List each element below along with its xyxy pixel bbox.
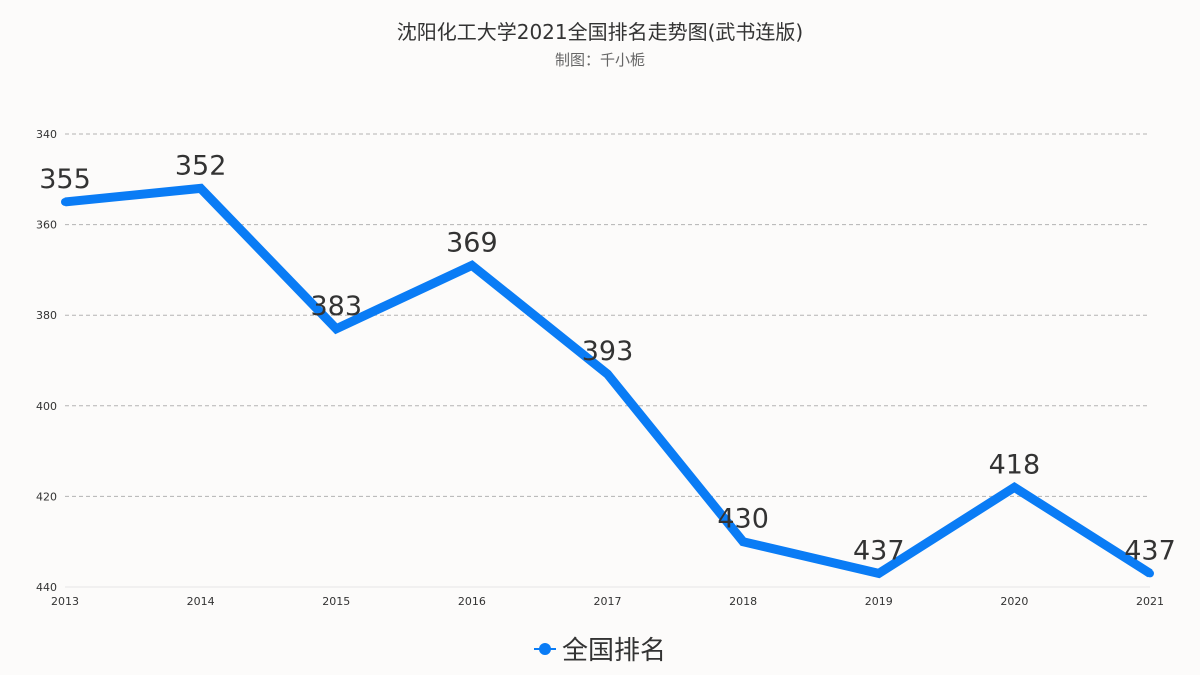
- data-label: 430: [717, 504, 769, 535]
- series: [61, 183, 1154, 579]
- x-tick-label: 2017: [594, 595, 622, 608]
- data-point: [61, 197, 69, 206]
- data-point: [603, 370, 612, 379]
- series-line: [64, 183, 1153, 579]
- data-label: 437: [853, 535, 905, 566]
- chart-subtitle: 制图：千小栀: [554, 51, 645, 69]
- data-point: [1010, 483, 1019, 492]
- y-tick-label: 400: [36, 400, 57, 413]
- grid-lines: [65, 133, 1150, 588]
- legend-marker-icon: [533, 642, 556, 656]
- data-point: [332, 324, 341, 333]
- data-point: [1146, 569, 1154, 578]
- chart-title: 沈阳化工大学2021全国排名走势图(武书连版): [396, 20, 804, 44]
- data-label: 437: [1124, 535, 1176, 566]
- data-label: 418: [989, 449, 1041, 480]
- legend[interactable]: 全国排名: [0, 630, 1200, 667]
- y-tick-label: 340: [36, 128, 57, 141]
- data-label: 352: [175, 150, 227, 181]
- x-tick-label: 2013: [51, 595, 79, 608]
- data-label: 393: [582, 336, 634, 367]
- legend-label: 全国排名: [561, 636, 666, 666]
- y-tick-label: 380: [36, 309, 57, 322]
- x-tick-label: 2018: [729, 595, 757, 608]
- x-tick-label: 2014: [187, 595, 215, 608]
- y-tick-label: 440: [36, 581, 57, 594]
- data-point: [874, 569, 883, 578]
- x-tick-label: 2019: [865, 595, 893, 608]
- data-point: [467, 261, 476, 270]
- y-tick-label: 420: [36, 490, 57, 503]
- data-point: [739, 537, 748, 546]
- x-tick-label: 2020: [1000, 595, 1028, 608]
- x-tick-label: 2016: [458, 595, 486, 608]
- y-tick-label: 360: [36, 219, 57, 232]
- data-label: 369: [446, 227, 498, 258]
- x-tick-label: 2015: [322, 595, 350, 608]
- data-point: [196, 184, 205, 193]
- data-label: 383: [310, 291, 362, 322]
- data-label: 355: [39, 164, 91, 195]
- data-labels: 355 352 383 369 393 430 437 418 437: [39, 150, 1176, 566]
- x-tick-label: 2021: [1136, 595, 1164, 608]
